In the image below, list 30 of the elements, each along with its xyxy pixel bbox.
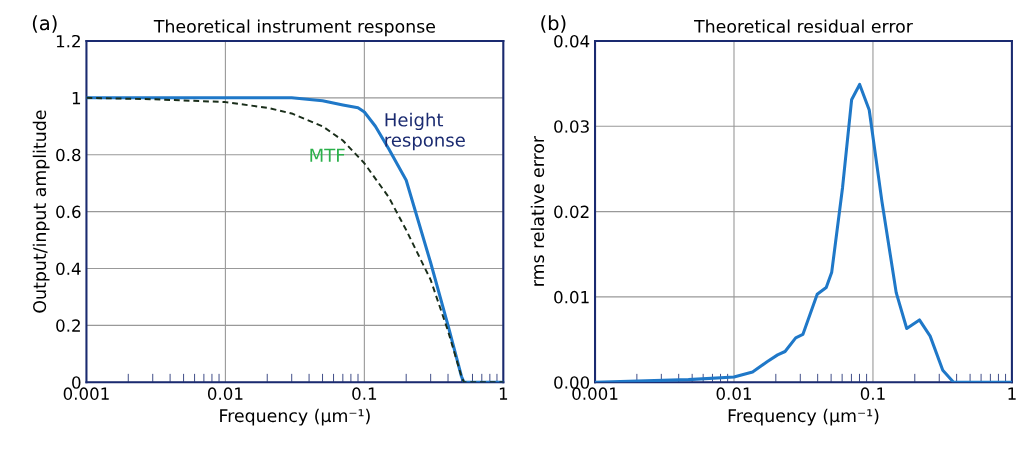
y-tick-label: 0.00 (554, 376, 590, 389)
x-tick-label: 0.01 (716, 387, 752, 400)
text: (b) (541, 15, 566, 33)
x-tick-label: 1 (499, 387, 508, 400)
y-tick-label: 0.2 (56, 319, 80, 332)
y-tick-label: 0.01 (554, 290, 589, 304)
y-axis-title: rms relative error (530, 135, 545, 286)
y-tick-label: 0.03 (554, 120, 589, 133)
y-tick-label: 1.2 (56, 34, 80, 48)
chart-title: Theoretical instrument response (153, 19, 435, 37)
x-tick-label: 1 (1008, 387, 1016, 400)
y-tick-label: 0 (72, 376, 81, 389)
y-tick-label: 0.4 (56, 262, 81, 276)
chart-title: Theoretical residual error (694, 19, 913, 33)
x-axis-title: Frequency (μm⁻¹) (220, 408, 370, 426)
x-tick-label: 0.1 (352, 387, 377, 400)
x-tick-label: 0.001 (63, 387, 109, 400)
text: (a) (32, 15, 57, 33)
x-tick-label: 0.1 (860, 387, 885, 400)
x-tick-label: 0.001 (572, 387, 618, 400)
y-tick-label: 0.02 (554, 205, 589, 219)
x-tick-label: 0.01 (207, 387, 243, 400)
y-tick-label: 0.04 (554, 34, 590, 48)
series-label: Height response (385, 112, 465, 151)
y-tick-label: 1 (72, 92, 81, 105)
series-label: MTF (310, 148, 345, 162)
y-tick-label: 0.6 (56, 205, 81, 219)
y-tick-label: 0.8 (56, 148, 81, 162)
x-axis-title: Frequency (μm⁻¹) (728, 408, 879, 426)
y-axis-title: Output/input amplitude (32, 110, 50, 313)
